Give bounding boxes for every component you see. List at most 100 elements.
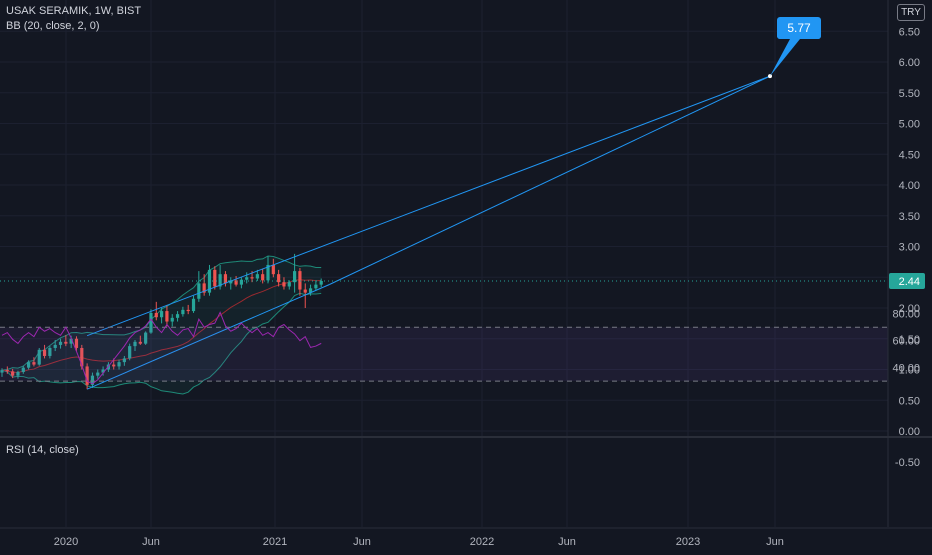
candle[interactable] [27,360,31,370]
candle[interactable] [207,264,212,296]
candle[interactable] [122,355,126,366]
candle[interactable] [117,359,121,370]
candle[interactable] [282,277,286,290]
candle-body[interactable] [58,341,63,345]
candle-body[interactable] [53,344,57,348]
price-pane[interactable]: 5.77 [0,0,888,527]
candle[interactable] [32,357,36,367]
candle[interactable] [223,271,228,287]
candle[interactable] [181,306,185,317]
candle-body[interactable] [229,280,233,284]
candle[interactable] [96,369,100,379]
candle-body[interactable] [154,312,158,318]
candle-body[interactable] [202,283,206,293]
channel-bottom-line[interactable] [86,284,330,390]
candle-body[interactable] [250,277,254,279]
candle[interactable] [16,370,20,379]
candle-body[interactable] [308,288,313,293]
bb-basis-line[interactable] [1,279,322,373]
candle[interactable] [197,271,201,302]
candle-body[interactable] [21,367,25,372]
candle-body[interactable] [37,349,41,365]
candle-body[interactable] [64,341,68,344]
candle-body[interactable] [101,369,105,373]
candle[interactable] [303,283,307,308]
candle[interactable] [266,256,270,284]
candle-body[interactable] [149,312,153,333]
candle-body[interactable] [197,283,201,299]
upper-trendline[interactable] [86,75,771,337]
candle-body[interactable] [223,274,228,284]
candle[interactable] [138,335,142,345]
bb-indicator-label[interactable]: BB (20, close, 2, 0) [6,20,100,32]
candle[interactable] [74,336,79,352]
bb-lower-band[interactable] [1,292,322,395]
target-callout[interactable]: 5.77 [770,17,821,77]
currency-badge[interactable]: TRY [897,4,925,21]
candle[interactable] [133,339,137,352]
candle-body[interactable] [85,366,89,385]
candle[interactable] [149,309,153,334]
candle-body[interactable] [117,362,121,367]
candle[interactable] [160,308,164,324]
candle-body[interactable] [144,332,148,344]
candle[interactable] [101,366,105,376]
candle-body[interactable] [261,274,265,281]
candle[interactable] [293,253,297,293]
candle[interactable] [191,295,196,313]
candle[interactable] [239,277,243,289]
candle-body[interactable] [298,271,302,290]
candle-body[interactable] [96,372,100,376]
candle-body[interactable] [42,349,47,356]
candle[interactable] [90,372,95,388]
candle-body[interactable] [293,271,297,283]
candle-body[interactable] [27,362,31,368]
candle[interactable] [175,311,180,322]
candle[interactable] [21,365,25,374]
candle-body[interactable] [160,311,164,318]
candle[interactable] [255,269,259,281]
candle[interactable] [144,331,148,345]
candle[interactable] [261,268,265,284]
candle-body[interactable] [128,346,132,359]
candle[interactable] [271,258,275,278]
candle-body[interactable] [170,317,174,322]
candle-body[interactable] [11,371,15,376]
candle-body[interactable] [112,364,116,367]
candle[interactable] [213,266,217,290]
candle[interactable] [277,269,281,287]
candle-body[interactable] [48,347,52,356]
candle-body[interactable] [303,289,307,293]
candle-body[interactable] [266,264,270,281]
candle-body[interactable] [282,282,286,287]
candle[interactable] [314,280,318,291]
candle[interactable] [5,366,9,374]
candle[interactable] [202,274,206,296]
candle-body[interactable] [90,375,95,385]
candle[interactable] [165,304,169,327]
candle-body[interactable] [186,309,190,312]
candle-body[interactable] [0,370,4,373]
candle[interactable] [229,277,233,290]
candle[interactable] [42,344,47,359]
candle-body[interactable] [207,269,212,293]
candle[interactable] [0,368,4,377]
candle[interactable] [154,301,158,321]
candle-body[interactable] [271,264,275,275]
candle[interactable] [64,335,68,347]
candle-body[interactable] [175,314,180,318]
candle-body[interactable] [5,370,9,372]
candle[interactable] [11,368,15,379]
candle[interactable] [319,278,323,288]
candle[interactable] [245,272,249,284]
candle-body[interactable] [191,298,196,312]
candle-body[interactable] [234,280,238,285]
candle[interactable] [85,363,89,390]
candle-body[interactable] [213,269,217,287]
candle-body[interactable] [314,284,318,289]
candle[interactable] [308,284,313,296]
candle[interactable] [128,343,132,361]
candle[interactable] [298,268,302,296]
